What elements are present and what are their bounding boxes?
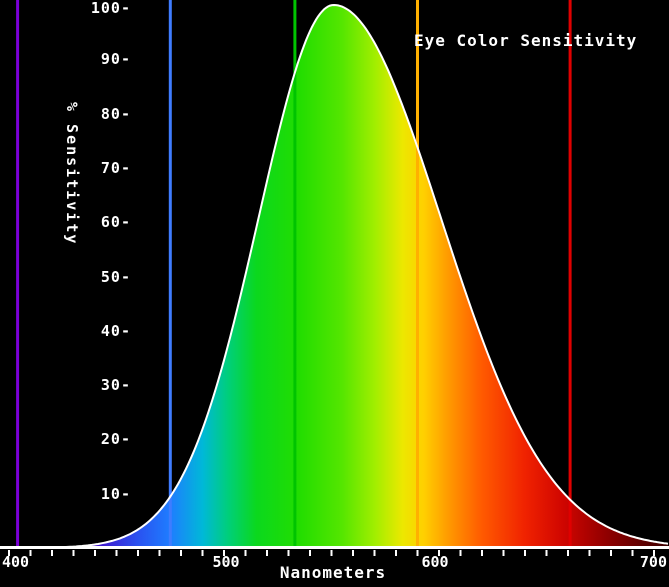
x-axis-minor-tick xyxy=(115,550,118,556)
x-axis-minor-tick xyxy=(373,550,376,556)
x-tick-500: 500 xyxy=(212,553,240,571)
x-axis-minor-tick xyxy=(352,550,354,556)
x-axis-minor-tick xyxy=(438,550,440,556)
x-axis-minor-tick xyxy=(72,550,75,556)
x-axis-minor-tick xyxy=(459,550,462,556)
violet-line xyxy=(16,0,20,548)
y-tick-label-50: 50- xyxy=(100,267,131,286)
x-axis-minor-tick xyxy=(266,550,268,556)
x-axis-title: Nanometers xyxy=(279,563,387,582)
x-axis-minor-tick xyxy=(223,550,225,556)
y-tick-label-90: 90- xyxy=(100,50,131,69)
x-axis-minor-tick xyxy=(481,550,483,556)
chart-title: Eye Color Sensitivity xyxy=(414,31,638,50)
x-axis-minor-tick xyxy=(287,550,290,556)
x-axis-minor-tick xyxy=(29,550,32,556)
x-tick-600: 600 xyxy=(421,553,449,571)
y-tick-label-70: 70- xyxy=(100,158,131,177)
x-axis-minor-tick xyxy=(244,550,247,556)
x-axis-minor-tick xyxy=(588,550,591,556)
x-axis-minor-tick xyxy=(395,550,397,556)
x-axis-minor-tick xyxy=(158,550,161,556)
x-axis-minor-tick xyxy=(567,550,569,556)
x-axis-minor-tick xyxy=(137,550,139,556)
x-axis-minor-tick xyxy=(330,550,333,556)
x-axis-minor-tick xyxy=(545,550,548,556)
x-axis-line xyxy=(0,546,669,549)
x-axis-minor-tick xyxy=(201,550,204,556)
x-axis-minor-tick xyxy=(502,550,505,556)
x-axis-minor-tick xyxy=(524,550,526,556)
y-tick-label-60: 60- xyxy=(100,213,131,232)
x-axis-minor-tick xyxy=(416,550,419,556)
yellow-line xyxy=(416,0,419,548)
x-axis-minor-tick xyxy=(51,550,53,556)
y-tick-label-40: 40- xyxy=(100,321,131,340)
y-tick-label-30: 30- xyxy=(100,376,131,395)
x-axis-minor-tick xyxy=(309,550,311,556)
x-axis-minor-tick xyxy=(610,550,612,556)
green-line xyxy=(293,0,297,548)
sensitivity-curve-outline xyxy=(0,3,669,549)
y-tick-label-10: 10- xyxy=(100,484,131,503)
x-tick-700: 700 xyxy=(639,553,667,571)
red-line xyxy=(568,0,572,548)
y-tick-label-20: 20- xyxy=(100,430,131,449)
y-tick-label-100: 100- xyxy=(90,0,131,17)
x-axis-minor-tick xyxy=(180,550,182,556)
x-axis-minor-tick xyxy=(653,550,655,556)
y-tick-label-80: 80- xyxy=(100,104,131,123)
blue-line xyxy=(168,0,172,548)
x-axis-minor-tick xyxy=(94,550,96,556)
x-axis-minor-tick xyxy=(8,550,10,556)
x-axis-minor-tick xyxy=(631,550,634,556)
x-tick-400: 400 xyxy=(2,553,30,571)
sensitivity-curve-fill xyxy=(0,5,669,548)
